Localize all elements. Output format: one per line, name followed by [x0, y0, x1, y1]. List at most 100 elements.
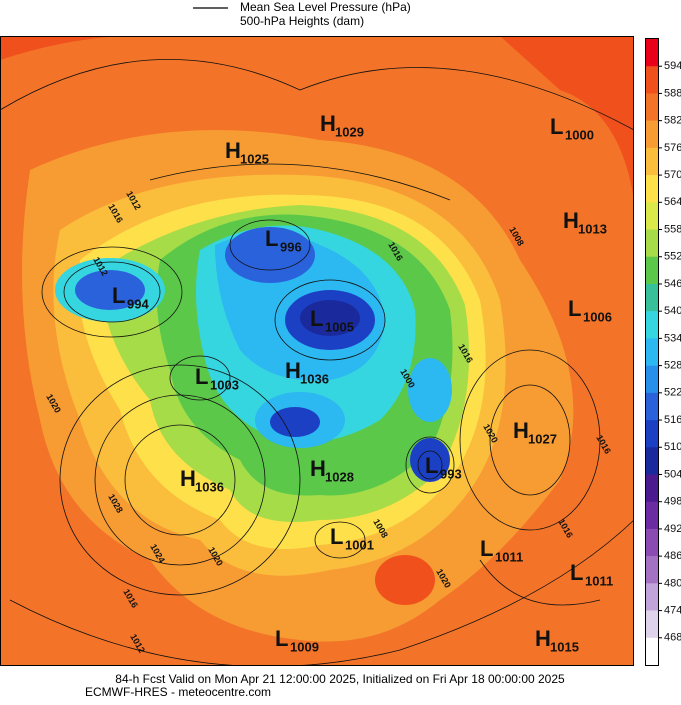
center-letter: H: [180, 466, 196, 491]
center-value: 1003: [210, 377, 239, 392]
center-value: 1036: [195, 479, 224, 494]
center-letter: L: [480, 536, 493, 561]
center-letter: H: [563, 208, 579, 233]
pressure-center: L 996: [265, 226, 302, 255]
center-value: 1001: [345, 537, 374, 552]
colorbar-bin: [646, 556, 658, 584]
colorbar-bin: [646, 175, 658, 203]
colorbar-bin: [646, 229, 658, 258]
colorbar-label: 570: [664, 169, 681, 181]
colorbar-bin: [646, 528, 658, 557]
center-value: 1013: [578, 221, 607, 236]
center-value: 1005: [325, 319, 354, 334]
colorbar-label: 504: [664, 468, 681, 480]
colorbar-label: 594: [664, 60, 681, 72]
pressure-center: L 1003: [195, 364, 239, 393]
center-letter: H: [310, 456, 326, 481]
colorbar-bin: [646, 283, 658, 312]
colorbar-label: 546: [664, 278, 681, 290]
colorbar-bin: [646, 447, 658, 475]
map-field: [0, 36, 634, 666]
center-value: 1011: [495, 549, 523, 564]
colorbar-label: 474: [664, 604, 681, 616]
colorbar-label: 564: [664, 196, 681, 208]
colorbar-bin: [646, 365, 658, 394]
pressure-center: H 1036: [285, 358, 329, 387]
pressure-center: H 1029: [320, 111, 364, 140]
pressure-center: H 1025: [225, 138, 269, 167]
colorbar-bin: [646, 93, 658, 121]
center-letter: L: [112, 283, 125, 308]
pressure-center: L 1005: [310, 306, 354, 335]
legend-text: 500-hPa Heights (dam): [240, 14, 364, 28]
colorbar-label: 540: [664, 305, 681, 317]
field: [408, 358, 452, 422]
colorbar-label: 468: [664, 632, 681, 644]
pressure-center: L 993: [425, 453, 462, 482]
colorbar-frame: [645, 38, 659, 666]
field: [300, 300, 360, 336]
pressure-center: L 1001: [330, 524, 374, 553]
center-value: 993: [440, 466, 462, 481]
field: [225, 227, 315, 283]
colorbar-bin: [646, 202, 658, 230]
center-letter: H: [535, 626, 551, 651]
pressure-center: H 1013: [563, 208, 607, 237]
colorbar-label: 576: [664, 142, 681, 154]
center-value: 1011: [585, 573, 613, 588]
center-value: 996: [280, 239, 302, 254]
center-value: 1025: [240, 151, 269, 166]
pressure-center: H 1027: [513, 418, 557, 447]
center-value: 1027: [528, 431, 557, 446]
center-letter: H: [320, 111, 336, 136]
colorbar-bin: [646, 392, 658, 421]
colorbar-label: 588: [664, 87, 681, 99]
center-value: 1028: [325, 469, 354, 484]
legend-text: Mean Sea Level Pressure (hPa): [240, 0, 411, 14]
colorbar-bin: [646, 256, 658, 285]
center-value: 1029: [335, 124, 364, 139]
center-letter: L: [275, 626, 288, 651]
colorbar-bin: [646, 610, 658, 639]
colorbar-bin: [646, 311, 658, 339]
colorbar-label: 516: [664, 414, 681, 426]
colorbar-bin: [646, 474, 658, 502]
center-letter: H: [513, 418, 529, 443]
colorbar-bin: [646, 637, 658, 666]
center-letter: L: [568, 296, 581, 321]
colorbar-label: 492: [664, 523, 681, 535]
center-letter: L: [550, 114, 563, 139]
center-letter: H: [285, 358, 301, 383]
center-letter: L: [330, 524, 343, 549]
colorbar-label: 552: [664, 251, 681, 263]
pressure-center: L 1011: [570, 560, 613, 589]
colorbar-label: 480: [664, 577, 681, 589]
colorbar-bin: [646, 583, 658, 611]
colorbar-bin: [646, 147, 658, 176]
footer-text: ECMWF-HRES - meteocentre.com: [85, 685, 271, 699]
pressure-center: L 1000: [550, 114, 594, 143]
center-letter: L: [570, 560, 583, 585]
center-value: 1006: [583, 309, 612, 324]
center-value: 1036: [300, 371, 329, 386]
field: [375, 555, 435, 605]
colorbar-bin: [646, 39, 658, 67]
center-value: 1000: [565, 127, 594, 142]
field: [410, 438, 450, 482]
colorbar-label: 486: [664, 550, 681, 562]
pressure-center: H 1015: [535, 626, 579, 655]
colorbar-label: 498: [664, 496, 681, 508]
colorbar-label: 534: [664, 332, 681, 344]
pressure-center: L 994: [112, 283, 149, 312]
center-letter: L: [265, 226, 278, 251]
colorbar-bin: [646, 420, 658, 448]
center-letter: H: [225, 138, 241, 163]
center-value: 994: [127, 296, 149, 311]
pressure-center: H 1028: [310, 456, 354, 485]
colorbar-label: 510: [664, 441, 681, 453]
colorbar-label: 528: [664, 360, 681, 372]
pressure-center: L 1006: [568, 296, 612, 325]
colorbar-bin: [646, 501, 658, 530]
field: [0, 36, 634, 200]
